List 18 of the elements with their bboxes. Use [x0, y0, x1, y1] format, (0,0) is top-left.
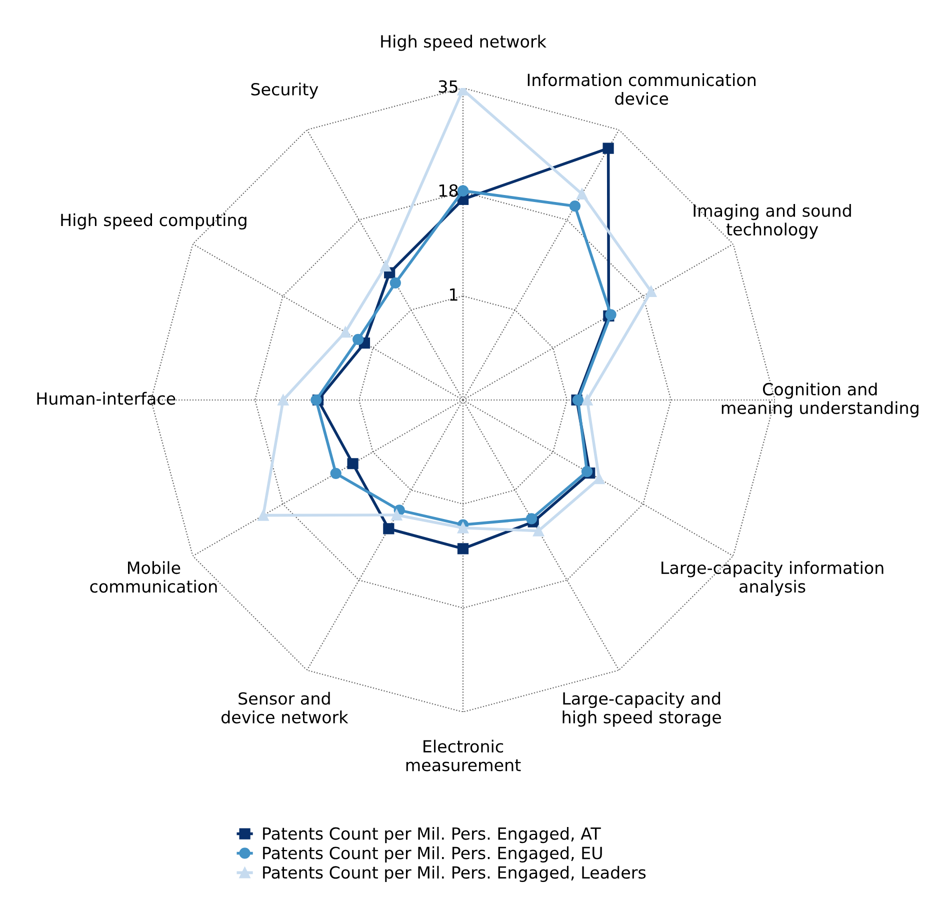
spoke-label: Sensor and device network [221, 692, 348, 724]
spoke-label: Large-capacity information analysis [662, 561, 884, 596]
spoke-label: Imaging and sound technology [694, 204, 851, 239]
spoke-label: Electronic measurement [406, 740, 521, 772]
spoke-label: Cognition and meaning understanding [722, 382, 918, 418]
y-tick-label: 1 [450, 288, 458, 301]
spoke-label: Information communication device [528, 73, 756, 105]
spoke-label: High speed network [381, 34, 546, 51]
legend-label: Patents Count per Mil. Pers. Engaged, EU [263, 846, 602, 863]
spoke-label: High speed computing [61, 213, 246, 230]
y-tick-label: 35 [438, 80, 458, 93]
spoke-label: Security [251, 82, 318, 99]
spoke-label: Large-capacity and high speed storage [562, 692, 721, 727]
legend-label: Patents Count per Mil. Pers. Engaged, AT [263, 826, 601, 844]
spoke-label: Mobile communication [90, 561, 217, 593]
y-tick-label: 18 [439, 184, 458, 197]
spoke-label: Human-interface [37, 392, 176, 405]
legend-label: Patents Count per Mil. Pers. Engaged, Leaders [263, 866, 646, 882]
